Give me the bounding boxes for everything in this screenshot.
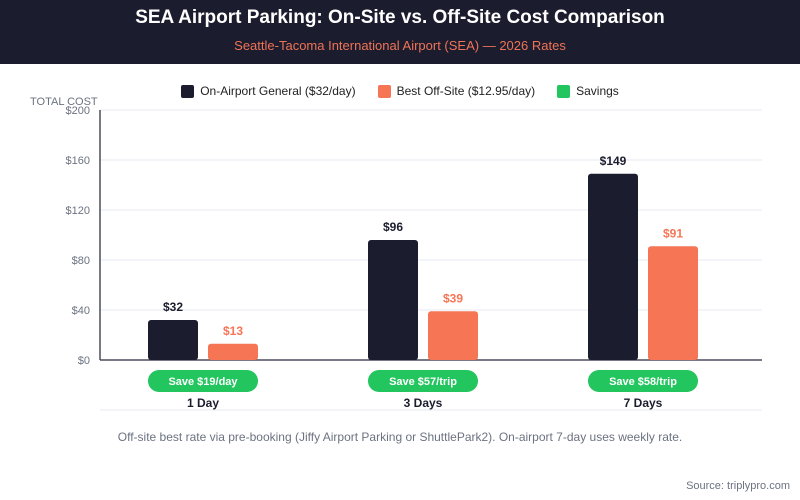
y-tick-label: $0 — [78, 355, 90, 367]
legend-label-on-airport: On-Airport General ($32/day) — [200, 84, 356, 98]
y-tick-label: $120 — [66, 205, 90, 217]
data-label-off-site: $39 — [443, 291, 463, 305]
data-label-off-site: $91 — [663, 226, 683, 240]
legend-label-off-site: Best Off-Site ($12.95/day) — [396, 84, 536, 98]
source-credit: Source: triplypro.com — [686, 480, 790, 492]
legend-swatch-savings — [557, 84, 571, 98]
data-label-on-airport: $32 — [163, 300, 183, 314]
chart-title: SEA Airport Parking: On-Site vs. Off-Sit… — [135, 7, 665, 28]
bar-off-site — [428, 311, 478, 360]
legend-swatch-on-airport — [181, 84, 195, 98]
savings-label: Save $19/day — [168, 376, 238, 388]
legend-item-savings: Savings — [557, 84, 619, 98]
legend-item-on-airport: On-Airport General ($32/day) — [181, 84, 356, 98]
bar-on-airport — [588, 173, 638, 360]
legend: On-Airport General ($32/day) Best Off-Si… — [0, 84, 800, 98]
x-category-label: 1 Day — [187, 396, 219, 410]
y-tick-label: $200 — [66, 105, 90, 117]
data-label-off-site: $13 — [223, 324, 243, 338]
x-category-label: 7 Days — [624, 396, 663, 410]
savings-badge — [588, 370, 698, 392]
chart-subtitle: Seattle-Tacoma International Airport (SE… — [234, 38, 566, 53]
x-category-label: 3 Days — [404, 396, 443, 410]
savings-badge — [148, 370, 258, 392]
bar-on-airport — [148, 320, 198, 360]
bar-off-site — [648, 246, 698, 360]
savings-badge — [368, 370, 478, 392]
y-axis-title: TOTAL COST — [30, 96, 98, 108]
y-tick-label: $160 — [66, 155, 90, 167]
legend-label-savings: Savings — [576, 84, 619, 98]
data-label-on-airport: $149 — [600, 154, 627, 168]
savings-label: Save $58/trip — [609, 376, 677, 388]
bar-off-site — [208, 343, 258, 360]
legend-swatch-off-site — [377, 84, 391, 98]
bar-on-airport — [368, 240, 418, 360]
data-label-on-airport: $96 — [383, 220, 403, 234]
y-tick-label: $40 — [72, 305, 90, 317]
chart-header: SEA Airport Parking: On-Site vs. Off-Sit… — [0, 0, 800, 64]
legend-item-off-site: Best Off-Site ($12.95/day) — [377, 84, 536, 98]
footnote: Off-site best rate via pre-booking (Jiff… — [117, 430, 683, 444]
y-tick-label: $80 — [72, 255, 90, 267]
savings-label: Save $57/trip — [389, 376, 457, 388]
